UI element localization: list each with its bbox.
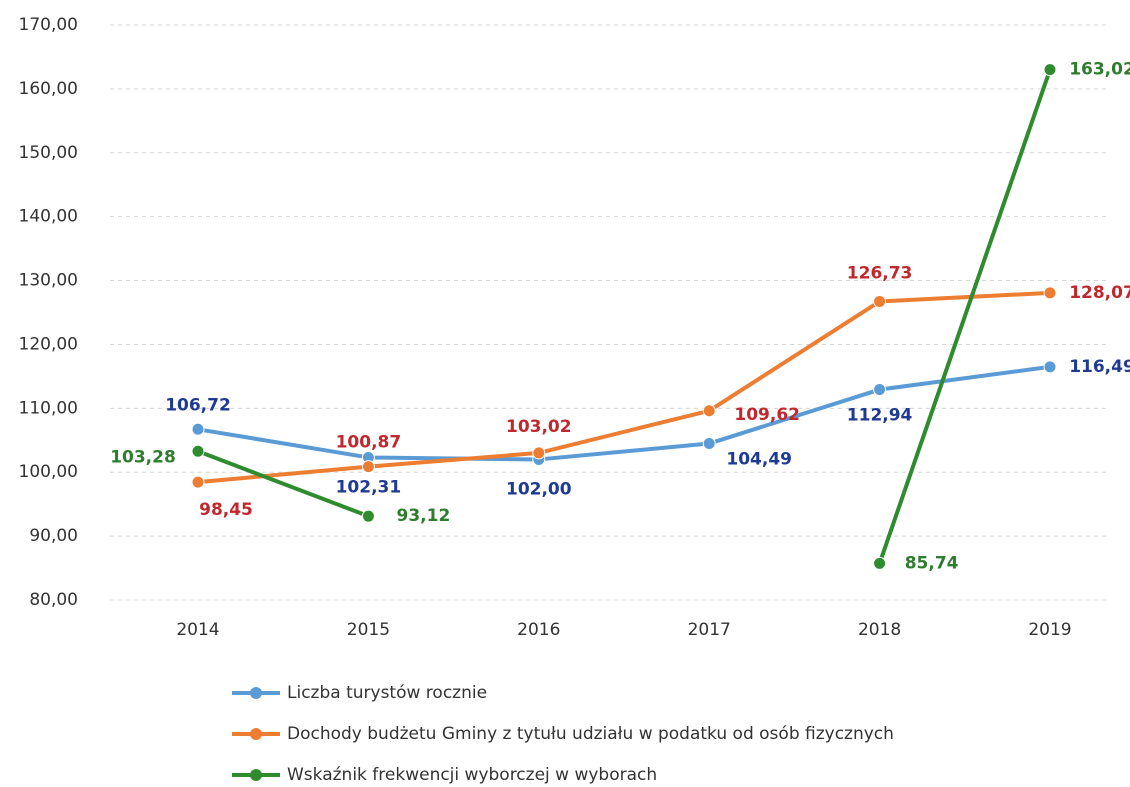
value-label: 109,62 bbox=[734, 405, 800, 425]
point bbox=[1043, 360, 1057, 374]
legend-label: Liczba turystów rocznie bbox=[287, 683, 487, 703]
point bbox=[191, 422, 205, 436]
point bbox=[873, 383, 887, 397]
value-label: 104,49 bbox=[726, 450, 792, 470]
point bbox=[702, 437, 716, 451]
y-tick-label: 130,00 bbox=[19, 271, 78, 291]
value-label: 93,12 bbox=[397, 506, 451, 526]
legend-marker bbox=[250, 728, 262, 740]
point bbox=[873, 556, 887, 570]
point bbox=[191, 444, 205, 458]
series-line bbox=[197, 290, 1051, 485]
legend-label: Dochody budżetu Gminy z tytułu udziału w… bbox=[287, 724, 894, 744]
y-tick-label: 170,00 bbox=[19, 15, 78, 35]
legend-label: Wskaźnik frekwencji wyborczej w wyborach bbox=[287, 765, 657, 785]
y-tick-label: 150,00 bbox=[19, 143, 78, 163]
x-tick-label: 2017 bbox=[688, 620, 731, 640]
value-label: 103,28 bbox=[110, 447, 176, 467]
y-tick-label: 100,00 bbox=[19, 462, 78, 482]
point bbox=[361, 460, 375, 474]
y-tick-label: 80,00 bbox=[29, 590, 78, 610]
legend-marker bbox=[250, 687, 262, 699]
value-label: 106,72 bbox=[165, 395, 231, 415]
legend-marker bbox=[250, 769, 262, 781]
y-tick-label: 120,00 bbox=[19, 334, 78, 354]
value-label: 163,02 bbox=[1069, 60, 1130, 80]
point bbox=[191, 475, 205, 489]
point bbox=[1043, 286, 1057, 300]
y-tick-label: 90,00 bbox=[29, 526, 78, 546]
value-label: 85,74 bbox=[905, 553, 959, 573]
point bbox=[532, 446, 546, 460]
y-tick-label: 110,00 bbox=[19, 398, 78, 418]
series-line bbox=[197, 364, 1051, 462]
point bbox=[361, 509, 375, 523]
value-label: 128,07 bbox=[1069, 283, 1130, 303]
x-tick-label: 2014 bbox=[176, 620, 219, 640]
value-label: 102,31 bbox=[336, 477, 402, 497]
x-tick-label: 2018 bbox=[858, 620, 901, 640]
series-line bbox=[197, 68, 1052, 564]
x-tick-label: 2015 bbox=[347, 620, 390, 640]
point bbox=[1043, 63, 1057, 77]
point bbox=[873, 294, 887, 308]
value-label: 98,45 bbox=[199, 500, 253, 520]
value-label: 126,73 bbox=[847, 263, 913, 283]
value-label: 112,94 bbox=[847, 406, 913, 426]
y-tick-label: 160,00 bbox=[19, 79, 78, 99]
x-tick-label: 2016 bbox=[517, 620, 560, 640]
value-label: 116,49 bbox=[1069, 357, 1130, 377]
value-label: 102,00 bbox=[506, 479, 572, 499]
x-tick-label: 2019 bbox=[1028, 620, 1071, 640]
y-tick-label: 140,00 bbox=[19, 207, 78, 227]
point bbox=[702, 404, 716, 418]
value-label: 100,87 bbox=[336, 433, 402, 453]
value-label: 103,02 bbox=[506, 417, 572, 437]
